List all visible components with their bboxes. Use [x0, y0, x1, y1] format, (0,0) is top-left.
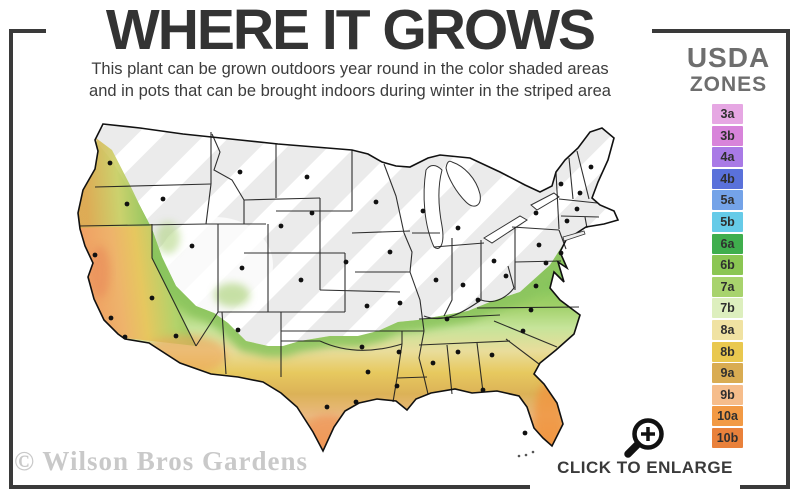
- city-marker-dot: [536, 242, 542, 248]
- city-marker-dot: [460, 282, 466, 288]
- city-marker-dot: [489, 352, 495, 358]
- legend-zone-6a: 6a: [712, 233, 743, 254]
- frame-border-bottom-right: [740, 485, 790, 489]
- city-marker-dot: [491, 258, 497, 264]
- page-title: WHERE IT GROWS: [105, 0, 596, 62]
- city-marker-dot: [503, 273, 509, 279]
- city-marker-dot: [278, 223, 284, 229]
- city-marker-dot: [309, 210, 315, 216]
- legend-zone-7b: 7b: [712, 298, 743, 319]
- usda-zones-legend: 3a 3b 4a 4b 5a 5b 6a 6b 7a 7b 8a 8b 9a 9b 10a 10b: [712, 104, 743, 450]
- city-marker-dot: [577, 190, 583, 196]
- watermark: © Wilson Bros Gardens: [14, 446, 308, 476]
- city-marker-dot: [149, 295, 155, 301]
- great-lakes: [423, 160, 560, 249]
- city-marker-dot: [574, 206, 580, 212]
- subtitle-line-1: This plant can be grown outdoors year ro…: [91, 60, 609, 78]
- city-marker-dot: [122, 334, 128, 340]
- legend-zone-8b: 8b: [712, 341, 743, 362]
- city-marker-dot: [444, 316, 450, 322]
- legend-zone-6b: 6b: [712, 255, 743, 276]
- city-marker-dot: [298, 277, 304, 283]
- city-marker-dot: [433, 277, 439, 283]
- legend-zone-4a: 4a: [712, 147, 743, 168]
- city-marker-dot: [364, 303, 370, 309]
- city-marker-dot: [455, 225, 461, 231]
- frame-border-top-right: [652, 29, 790, 33]
- frame-border-left: [9, 29, 13, 489]
- city-marker-dot: [397, 300, 403, 306]
- legend-zone-5b: 5b: [712, 211, 743, 232]
- city-marker-dot: [533, 283, 539, 289]
- city-marker-dot: [528, 307, 534, 313]
- lake-huron: [445, 160, 481, 207]
- city-marker-dot: [235, 327, 241, 333]
- subtitle: This plant can be grown outdoors year ro…: [30, 59, 670, 103]
- city-marker-dot: [237, 169, 243, 175]
- city-marker-dot: [564, 218, 570, 224]
- legend-zone-7a: 7a: [712, 276, 743, 297]
- lake-michigan: [423, 165, 444, 249]
- city-marker-dot: [533, 210, 539, 216]
- city-marker-dot: [359, 344, 365, 350]
- city-marker-dot: [396, 349, 402, 355]
- state-markers: [92, 160, 594, 436]
- city-marker-dot: [588, 164, 594, 170]
- city-marker-dot: [522, 430, 528, 436]
- legend-heading-zones: ZONES: [689, 73, 768, 96]
- subtitle-line-2: and in pots that can be brought indoors …: [89, 81, 611, 100]
- click-to-enlarge-button[interactable]: CLICK TO ENLARGE: [557, 458, 733, 477]
- city-marker-dot: [558, 181, 564, 187]
- legend-zone-8a: 8a: [712, 319, 743, 340]
- magnifying-glass-plus-icon[interactable]: [624, 412, 670, 460]
- city-marker-dot: [173, 333, 179, 339]
- legend-heading: USDA ZONES: [660, 42, 797, 96]
- city-marker-dot: [343, 259, 349, 265]
- city-marker-dot: [124, 201, 130, 207]
- city-marker-dot: [475, 297, 481, 303]
- frame-border-top-left: [9, 29, 46, 33]
- legend-zone-4b: 4b: [712, 168, 743, 189]
- city-marker-dot: [92, 252, 98, 258]
- legend-zone-10b: 10b: [712, 427, 743, 448]
- city-marker-dot: [239, 265, 245, 271]
- coastal-details: [517, 230, 586, 458]
- lake-erie: [483, 215, 528, 244]
- city-marker-dot: [558, 250, 564, 256]
- city-marker-dot: [160, 196, 166, 202]
- city-marker-dot: [387, 249, 393, 255]
- city-marker-dot: [189, 243, 195, 249]
- state-borders: [78, 132, 600, 403]
- legend-zone-9b: 9b: [712, 384, 743, 405]
- city-marker-dot: [108, 315, 114, 321]
- city-marker-dot: [365, 369, 371, 375]
- city-marker-dot: [420, 208, 426, 214]
- city-marker-dot: [455, 349, 461, 355]
- frame-border-right: [786, 29, 790, 489]
- city-marker-dot: [353, 399, 359, 405]
- city-marker-dot: [107, 160, 113, 166]
- city-marker-dot: [394, 383, 400, 389]
- city-marker-dot: [304, 174, 310, 180]
- legend-heading-usda: USDA: [686, 42, 771, 73]
- city-marker-dot: [373, 199, 379, 205]
- city-marker-dot: [430, 360, 436, 366]
- city-marker-dot: [324, 404, 330, 410]
- lake-ontario: [530, 192, 560, 211]
- legend-zone-9a: 9a: [712, 363, 743, 384]
- legend-zone-10a: 10a: [712, 406, 743, 427]
- city-marker-dot: [543, 260, 549, 266]
- city-marker-dot: [480, 387, 486, 393]
- frame-border-bottom-left: [9, 485, 530, 489]
- legend-zone-5a: 5a: [712, 190, 743, 211]
- legend-zone-3a: 3a: [712, 104, 743, 124]
- city-marker-dot: [520, 328, 526, 334]
- legend-zone-3b: 3b: [712, 125, 743, 146]
